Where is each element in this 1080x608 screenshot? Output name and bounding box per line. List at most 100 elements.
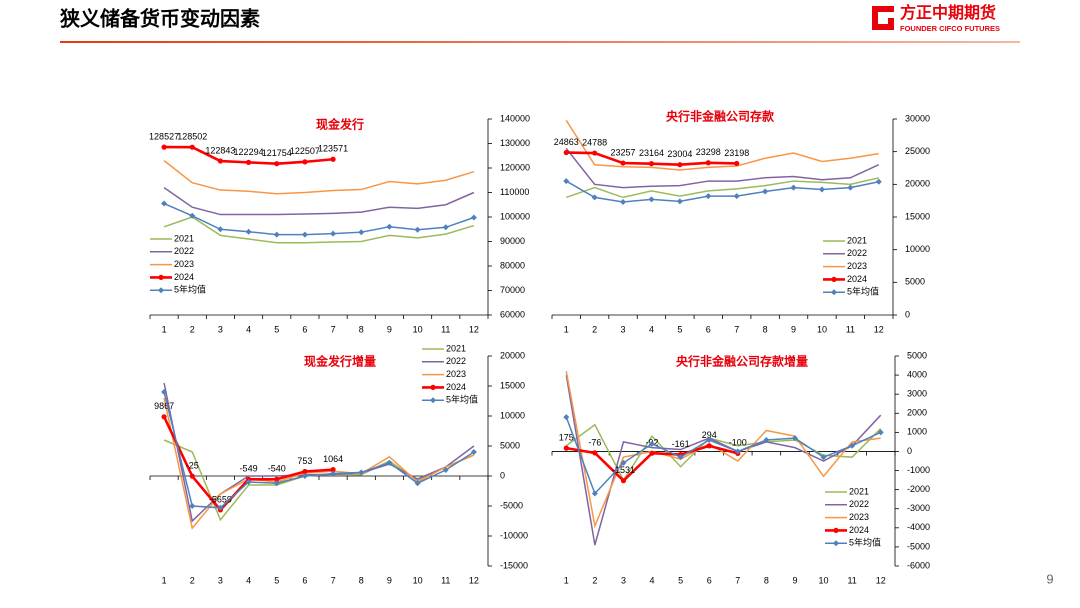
data-point xyxy=(245,159,252,165)
chart-title: 央行非金融公司存款 xyxy=(666,109,775,124)
data-label: -100 xyxy=(729,438,747,448)
data-label: -161 xyxy=(672,439,690,449)
data-label: -540 xyxy=(268,464,286,474)
series-line xyxy=(565,177,879,199)
data-point xyxy=(563,414,570,421)
data-label: 23298 xyxy=(696,147,721,157)
data-point xyxy=(301,473,308,479)
data-point xyxy=(705,193,712,200)
data-point xyxy=(847,184,854,191)
data-point xyxy=(791,435,798,442)
data-point xyxy=(358,469,365,476)
y-tick-label: 3000 xyxy=(907,389,927,399)
data-label: 24788 xyxy=(582,137,607,147)
legend-marker xyxy=(831,276,837,282)
data-point xyxy=(790,184,797,191)
series-line xyxy=(163,391,475,509)
x-tick-label: 9 xyxy=(792,575,797,585)
chart: 现金发行增量 -15000 -10000 -5000 0 5000 10000 15000 20… xyxy=(149,343,528,585)
x-tick-label: 4 xyxy=(246,575,251,585)
data-label: 23198 xyxy=(724,148,749,158)
data-point xyxy=(386,459,393,466)
y-tick-label: 80000 xyxy=(500,260,525,270)
x-tick-label: 10 xyxy=(819,575,829,585)
legend-label: 2022 xyxy=(847,248,867,258)
series-line xyxy=(565,374,882,546)
x-tick-label: 1 xyxy=(564,324,569,334)
data-point xyxy=(161,144,167,150)
y-tick-label: 2000 xyxy=(907,408,927,418)
x-tick-label: 12 xyxy=(876,575,886,585)
data-point xyxy=(648,161,655,167)
data-point xyxy=(301,231,308,238)
data-label: 294 xyxy=(702,430,717,440)
x-tick-label: 6 xyxy=(302,324,307,334)
y-tick-label: 10000 xyxy=(905,244,930,254)
x-tick-label: 10 xyxy=(413,575,423,585)
legend-label: 2024 xyxy=(847,274,867,284)
x-tick-label: 6 xyxy=(302,575,307,585)
data-point xyxy=(302,159,308,165)
x-tick-label: 1 xyxy=(162,575,167,585)
x-tick-label: 5 xyxy=(274,324,279,334)
chart-title: 现金发行 xyxy=(316,117,364,132)
series-line xyxy=(163,397,475,530)
y-tick-label: 70000 xyxy=(500,285,525,295)
x-tick-label: 2 xyxy=(190,324,195,334)
x-tick-label: 2 xyxy=(592,324,597,334)
data-point xyxy=(302,468,308,475)
y-tick-label: -1000 xyxy=(907,465,930,475)
data-point xyxy=(245,228,252,235)
data-point xyxy=(189,212,196,219)
legend-label: 2024 xyxy=(174,272,194,282)
header-rule xyxy=(60,41,1020,43)
data-point xyxy=(763,437,770,443)
data-point xyxy=(620,478,627,484)
x-tick-label: 8 xyxy=(359,324,364,334)
data-point xyxy=(414,480,421,487)
x-tick-label: 3 xyxy=(621,324,626,334)
legend-marker xyxy=(833,527,839,534)
legend-label: 2022 xyxy=(849,499,869,509)
data-point xyxy=(563,445,569,451)
data-point xyxy=(274,161,280,167)
legend-label: 2021 xyxy=(174,233,194,243)
x-tick-label: 12 xyxy=(874,324,884,334)
x-tick-label: 6 xyxy=(706,324,711,334)
x-tick-label: 3 xyxy=(218,575,223,585)
y-tick-label: 5000 xyxy=(907,350,927,360)
y-tick-label: 10000 xyxy=(500,410,525,420)
data-point xyxy=(330,230,337,237)
data-point xyxy=(677,454,684,461)
data-label: 128527 xyxy=(149,131,179,141)
y-tick-label: 120000 xyxy=(500,162,530,172)
x-tick-label: 8 xyxy=(764,575,769,585)
x-tick-label: 4 xyxy=(246,324,251,334)
data-label: 24863 xyxy=(554,137,579,147)
chart: 央行非金融公司存款增量 -6000 -5000 -4000 -3000 -2000 -100… xyxy=(551,350,930,585)
y-tick-label: 0 xyxy=(905,309,910,319)
x-tick-label: 10 xyxy=(413,324,423,334)
data-label: 122294 xyxy=(234,147,264,157)
y-tick-label: 100000 xyxy=(500,211,530,221)
data-point xyxy=(274,476,280,482)
y-tick-label: 90000 xyxy=(500,236,525,246)
data-point xyxy=(217,226,224,233)
y-tick-label: 0 xyxy=(907,446,912,456)
legend-label: 2024 xyxy=(849,525,869,535)
series-line xyxy=(565,119,879,171)
data-label: 23004 xyxy=(667,149,692,159)
series-line xyxy=(163,202,475,236)
legend-marker xyxy=(430,397,436,404)
data-point xyxy=(330,467,336,473)
x-tick-label: 2 xyxy=(190,575,195,585)
y-tick-label: -4000 xyxy=(907,522,930,532)
data-point xyxy=(563,149,569,156)
series-line xyxy=(163,216,475,244)
data-point xyxy=(733,193,740,200)
data-point xyxy=(706,437,713,443)
data-point xyxy=(877,429,884,436)
data-label: 175 xyxy=(559,432,574,442)
x-tick-label: 7 xyxy=(735,575,740,585)
y-tick-label: 5000 xyxy=(905,277,925,287)
